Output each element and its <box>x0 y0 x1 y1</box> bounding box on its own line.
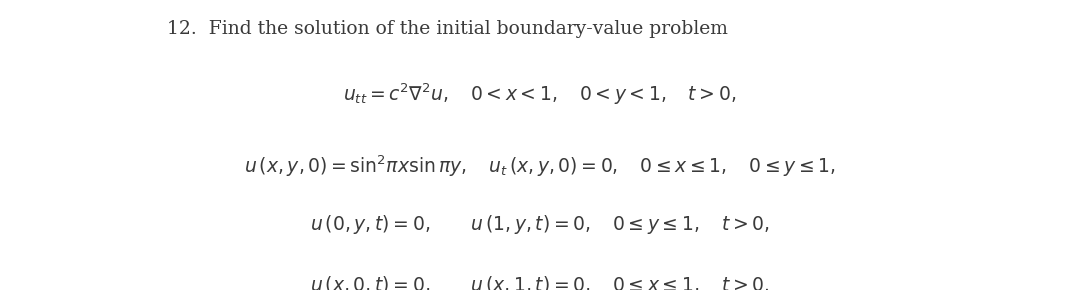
Text: $u_{tt} = c^2\nabla^2 u, \quad 0 < x < 1, \quad 0 < y < 1, \quad t > 0,$: $u_{tt} = c^2\nabla^2 u, \quad 0 < x < 1… <box>343 81 737 107</box>
Text: $u\,(x, y, 0) = \sin^2\!\pi x \sin \pi y, \quad u_t\,(x, y, 0) = 0, \quad 0 \leq: $u\,(x, y, 0) = \sin^2\!\pi x \sin \pi y… <box>244 154 836 179</box>
Text: 12.  Find the solution of the initial boundary-value problem: 12. Find the solution of the initial bou… <box>167 20 728 38</box>
Text: $u\,(x, 0, t) = 0, \qquad u\,(x, 1, t) = 0, \quad 0 \leq x \leq 1, \quad t > 0.$: $u\,(x, 0, t) = 0, \qquad u\,(x, 1, t) =… <box>310 274 770 290</box>
Text: $u\,(0, y, t) = 0, \qquad u\,(1, y, t) = 0, \quad 0 \leq y \leq 1, \quad t > 0,$: $u\,(0, y, t) = 0, \qquad u\,(1, y, t) =… <box>310 213 770 236</box>
